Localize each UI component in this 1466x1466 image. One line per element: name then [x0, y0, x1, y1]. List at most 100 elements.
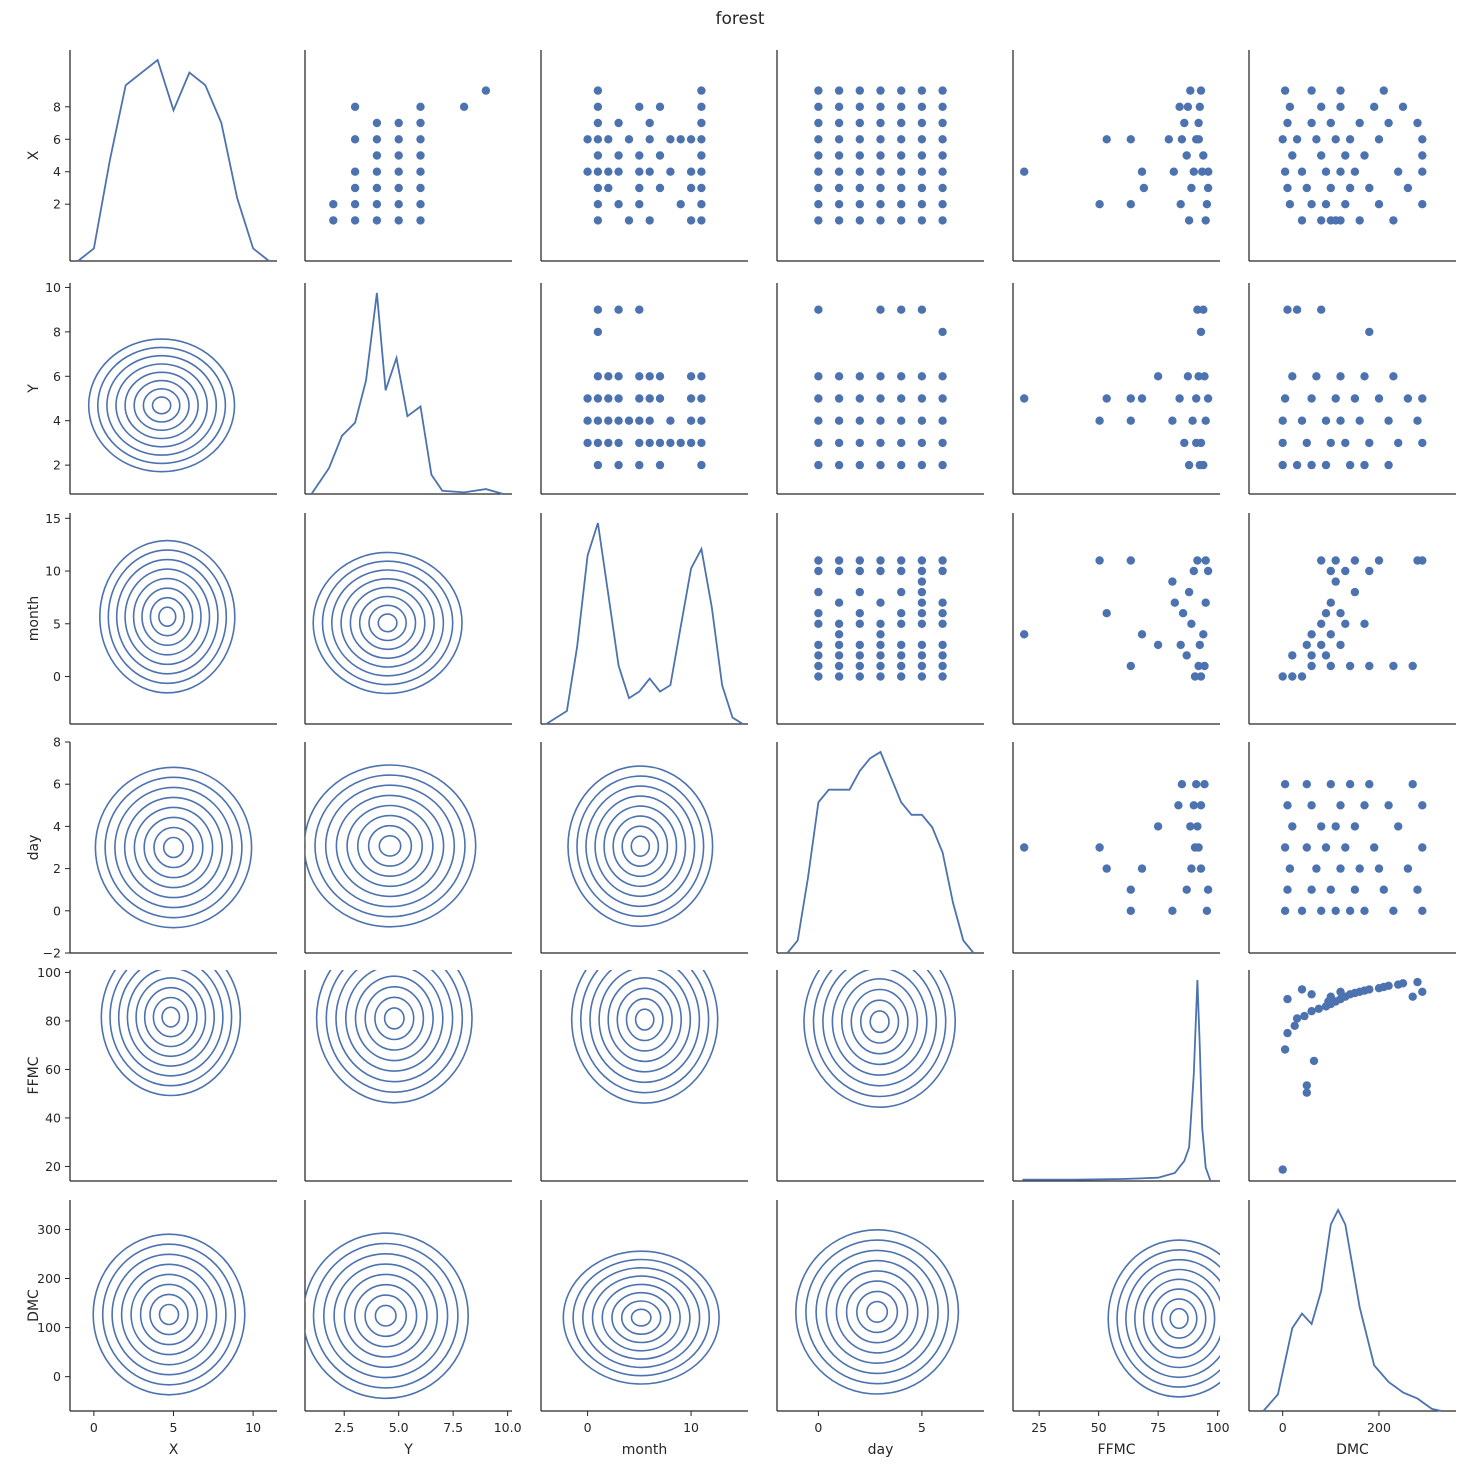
scatter-point	[897, 672, 906, 681]
scatter-point	[917, 216, 927, 225]
scatter-point	[1307, 801, 1316, 810]
kde-contour-level	[630, 835, 651, 858]
scatter-point	[876, 619, 885, 628]
scatter-point	[1341, 438, 1350, 448]
scatter-point	[1164, 135, 1174, 144]
scatter-point	[655, 394, 665, 403]
kde-contour-level	[567, 765, 714, 928]
scatter-point	[1203, 183, 1213, 193]
kde-contour-level	[133, 379, 190, 432]
kde-contour-level	[109, 970, 233, 1087]
scatter-point	[1184, 587, 1194, 597]
scatter-point	[1283, 305, 1292, 314]
scatter-point	[876, 151, 885, 160]
scatter-point	[1418, 556, 1427, 565]
scatter-point	[1365, 566, 1374, 576]
scatter-point	[855, 609, 864, 618]
x-tick-label: 7.5	[443, 1420, 463, 1435]
x-tick-label: 100	[1206, 1420, 1230, 1435]
scatter-point	[1360, 906, 1369, 915]
kde-contour-level	[377, 613, 398, 633]
scatter-point	[635, 167, 644, 176]
scatter-point	[593, 394, 603, 403]
scatter-point	[1168, 906, 1177, 915]
scatter-point	[938, 86, 947, 95]
scatter-point	[1283, 994, 1292, 1004]
scatter-point	[329, 200, 338, 209]
scatter-point	[1278, 135, 1287, 144]
scatter-point	[1350, 885, 1360, 894]
scatter-point	[1189, 167, 1199, 176]
scatter-point	[1195, 640, 1205, 650]
scatter-point	[1285, 200, 1295, 209]
scatter-point	[614, 118, 623, 128]
scatter-point	[624, 135, 634, 144]
kde-contour-level	[601, 1283, 681, 1352]
scatter-point	[1307, 630, 1316, 639]
kde-contour-level	[94, 766, 253, 929]
scatter-point	[1403, 864, 1413, 873]
kde-line-day	[786, 750, 975, 954]
scatter-point	[1374, 394, 1384, 403]
scatter-point	[1194, 372, 1203, 381]
scatter-point	[614, 416, 623, 425]
scatter-point	[645, 372, 654, 381]
kde-contour-level	[855, 1290, 899, 1334]
scatter-point	[855, 135, 864, 144]
scatter-point	[834, 394, 844, 403]
scatter-point	[1196, 864, 1206, 873]
y-tick-label: 2	[53, 458, 61, 473]
x-tick-label: 5.0	[389, 1420, 409, 1435]
cell-month-vs-FFMC	[1012, 513, 1220, 725]
scatter-point	[814, 118, 823, 128]
scatter-point	[938, 566, 947, 576]
scatter-point	[1317, 305, 1326, 314]
scatter-point	[1317, 151, 1326, 160]
cell-FFMC-vs-month	[540, 970, 748, 1182]
scatter-point	[1326, 992, 1336, 1001]
kde-contours	[92, 1233, 246, 1396]
scatter-point	[1176, 200, 1185, 209]
scatter-point	[635, 372, 644, 381]
kde-contour-level	[100, 970, 242, 1097]
y-tick-label: 6	[53, 369, 61, 384]
scatter-point	[1394, 438, 1403, 448]
scatter-point	[814, 619, 823, 628]
scatter-point	[666, 438, 675, 448]
scatter-point	[593, 438, 603, 448]
scatter-point	[481, 86, 491, 95]
kde-contour-level	[374, 996, 415, 1041]
scatter-point	[897, 661, 906, 671]
scatter-point	[635, 438, 644, 448]
scatter-point	[876, 200, 885, 209]
scatter-point	[917, 200, 927, 209]
scatter-point	[1418, 135, 1427, 144]
scatter-point	[814, 438, 823, 448]
kde-contour-level	[850, 988, 909, 1055]
scatter-point	[1288, 651, 1297, 660]
scatter-point	[635, 200, 644, 209]
scatter-point	[372, 216, 382, 225]
scatter-point	[1292, 135, 1302, 144]
scatter-point	[938, 556, 947, 565]
scatter-point	[814, 556, 823, 565]
scatter-point	[814, 460, 823, 470]
scatter-point	[1418, 394, 1427, 403]
scatter-point	[876, 556, 885, 565]
scatter-point	[814, 167, 823, 176]
scatter-point	[655, 151, 665, 160]
scatter-point	[876, 651, 885, 660]
scatter-point	[897, 651, 906, 660]
scatter-point	[1126, 416, 1136, 425]
scatter-point	[1302, 438, 1312, 448]
scatter-point	[645, 394, 654, 403]
scatter-point	[593, 327, 603, 337]
scatter-point	[917, 661, 927, 671]
scatter-point	[1194, 118, 1203, 128]
scatter-point	[655, 438, 665, 448]
scatter-point	[1355, 118, 1364, 128]
scatter-point	[1297, 167, 1307, 176]
scatter-point	[1326, 566, 1336, 576]
kde-contour-level	[598, 970, 692, 1073]
scatter-point	[814, 394, 823, 403]
